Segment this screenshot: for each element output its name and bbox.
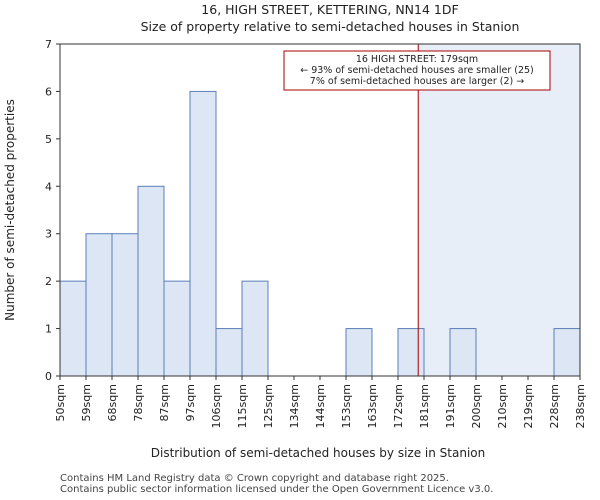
bar-97sqm bbox=[189, 90, 217, 377]
x-tick-label: 115sqm bbox=[236, 384, 249, 428]
x-axis-label: Distribution of semi-detached houses by … bbox=[151, 446, 485, 460]
x-tick-label: 219sqm bbox=[522, 384, 535, 428]
y-tick-label: 0 bbox=[45, 370, 52, 383]
bar-106sqm bbox=[215, 328, 243, 377]
y-tick-label: 6 bbox=[45, 85, 52, 98]
y-tick-label: 5 bbox=[45, 133, 52, 146]
bar-191sqm bbox=[449, 328, 477, 377]
y-tick-label: 7 bbox=[45, 38, 52, 51]
chart-subtitle: Size of property relative to semi-detach… bbox=[141, 19, 520, 34]
x-tick-label: 59sqm bbox=[80, 384, 93, 421]
bar-172sqm bbox=[397, 328, 425, 377]
bar-59sqm bbox=[85, 233, 113, 377]
chart-title: 16, HIGH STREET, KETTERING, NN14 1DF bbox=[201, 2, 458, 17]
x-tick-label: 78sqm bbox=[132, 384, 145, 421]
bar-68sqm bbox=[111, 233, 139, 377]
x-tick-label: 191sqm bbox=[444, 384, 457, 428]
y-tick-label: 4 bbox=[45, 180, 52, 193]
x-tick-label: 97sqm bbox=[184, 384, 197, 421]
x-tick-label: 144sqm bbox=[314, 384, 327, 428]
y-tick-label: 1 bbox=[45, 323, 52, 336]
annotation-frame bbox=[283, 50, 551, 91]
x-tick-label: 210sqm bbox=[496, 384, 509, 428]
y-tick-label: 3 bbox=[45, 228, 52, 241]
x-tick-label: 125sqm bbox=[262, 384, 275, 428]
bar-228sqm bbox=[553, 328, 581, 377]
bar-115sqm bbox=[241, 280, 269, 377]
annotation-line-3: 7% of semi-detached houses are larger (2… bbox=[310, 76, 524, 87]
highlight-region bbox=[418, 44, 580, 376]
x-tick-label: 172sqm bbox=[392, 384, 405, 428]
x-tick-label: 163sqm bbox=[366, 384, 379, 428]
x-tick-label: 228sqm bbox=[548, 384, 561, 428]
x-tick-label: 153sqm bbox=[340, 384, 353, 428]
x-tick-label: 238sqm bbox=[574, 384, 587, 428]
bar-78sqm bbox=[137, 185, 165, 377]
bar-87sqm bbox=[163, 280, 191, 377]
x-tick-label: 68sqm bbox=[106, 384, 119, 421]
x-tick-label: 181sqm bbox=[418, 384, 431, 428]
bar-153sqm bbox=[345, 328, 373, 377]
x-tick-label: 50sqm bbox=[54, 384, 67, 421]
annotation-line-2: ← 93% of semi-detached houses are smalle… bbox=[300, 65, 534, 76]
annotation-line-1: 16 HIGH STREET: 179sqm bbox=[356, 54, 478, 65]
bar-50sqm bbox=[59, 280, 87, 377]
x-tick-label: 200sqm bbox=[470, 384, 483, 428]
x-tick-label: 87sqm bbox=[158, 384, 171, 421]
footer-line-2: Contains public sector information licen… bbox=[60, 484, 494, 495]
y-axis-label: Number of semi-detached properties bbox=[3, 99, 17, 321]
annotation-box: 16 HIGH STREET: 179sqm ← 93% of semi-det… bbox=[283, 50, 551, 91]
y-tick-label: 2 bbox=[45, 275, 52, 288]
footer-line-1: Contains HM Land Registry data © Crown c… bbox=[60, 473, 449, 484]
x-tick-label: 106sqm bbox=[210, 384, 223, 428]
x-tick-label: 134sqm bbox=[288, 384, 301, 428]
